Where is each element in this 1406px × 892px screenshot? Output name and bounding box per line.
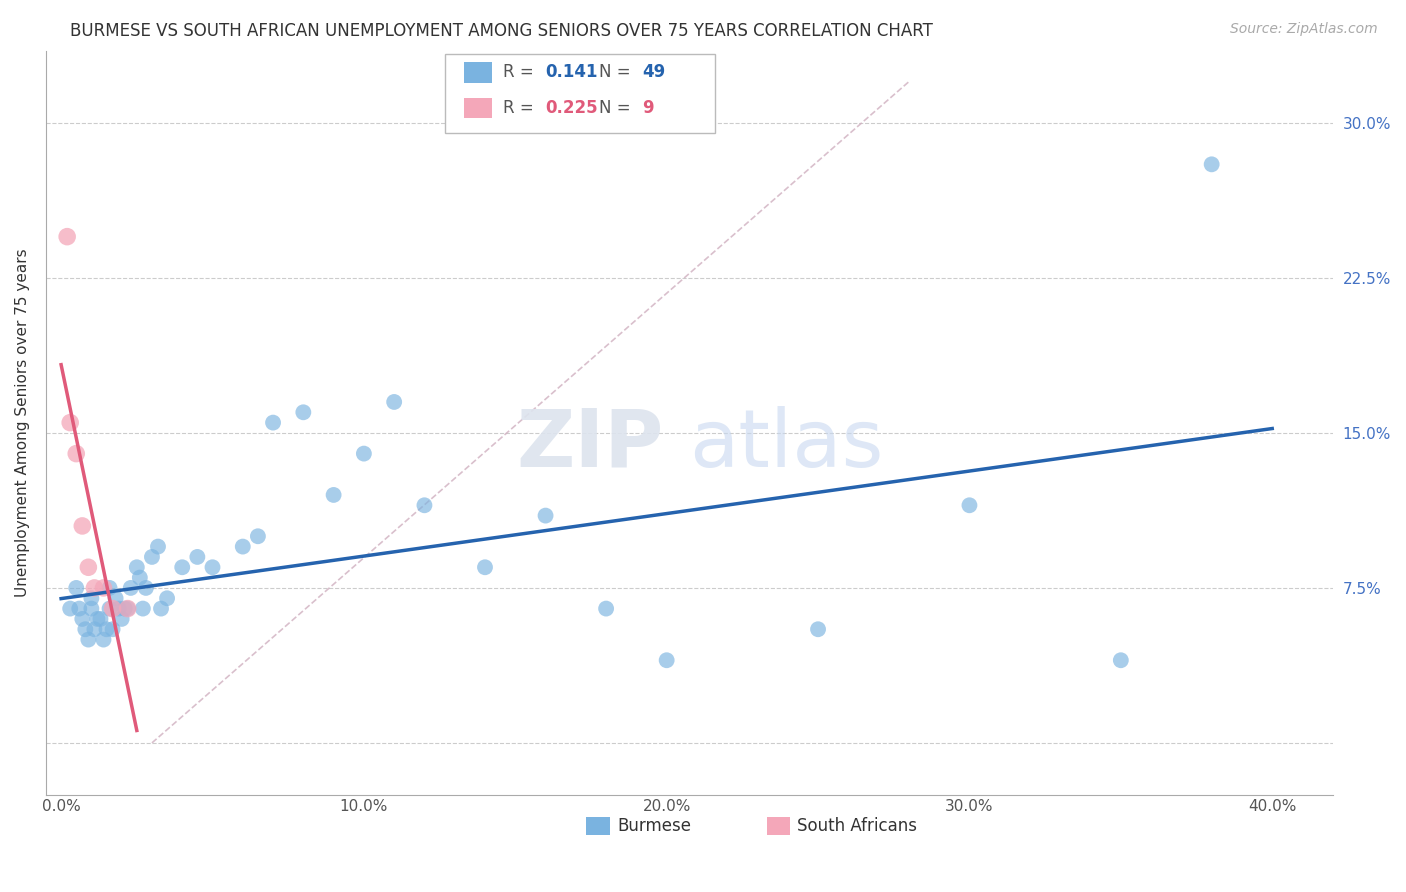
Point [132, 601, 155, 615]
Text: 0.141: 0.141 [546, 63, 598, 81]
Point [114, 601, 136, 615]
Text: ZIP: ZIP [516, 406, 664, 484]
Point [98, 581, 121, 595]
Point [98, 601, 121, 615]
Point [382, 395, 405, 409]
Point [125, 560, 148, 574]
Point [534, 508, 557, 523]
Text: N =: N = [599, 99, 631, 117]
Point [292, 405, 315, 419]
Point [80, 601, 103, 615]
Point [232, 540, 254, 554]
Point [83, 581, 105, 595]
Text: atlas: atlas [689, 406, 884, 484]
Point [959, 498, 981, 512]
Point [655, 653, 678, 667]
Text: R =: R = [503, 63, 538, 81]
Point [172, 560, 194, 574]
Text: 9: 9 [641, 99, 654, 117]
Point [595, 601, 617, 615]
Point [117, 601, 139, 615]
Point [65, 447, 87, 461]
Point [59, 416, 82, 430]
Point [65, 581, 87, 595]
Point [89, 612, 111, 626]
Point [186, 549, 208, 564]
Point [107, 601, 129, 615]
Point [413, 498, 436, 512]
Text: BURMESE VS SOUTH AFRICAN UNEMPLOYMENT AMONG SENIORS OVER 75 YEARS CORRELATION CH: BURMESE VS SOUTH AFRICAN UNEMPLOYMENT AM… [70, 22, 934, 40]
Point [93, 581, 115, 595]
Text: N =: N = [599, 63, 631, 81]
Point [93, 632, 115, 647]
Point [262, 416, 284, 430]
Point [150, 601, 173, 615]
Point [77, 560, 100, 574]
Point [246, 529, 269, 543]
Point [77, 632, 100, 647]
Point [146, 540, 169, 554]
Bar [464, 97, 492, 119]
Point [67, 601, 90, 615]
FancyBboxPatch shape [444, 54, 716, 133]
Text: 0.225: 0.225 [546, 99, 598, 117]
Bar [766, 817, 790, 836]
Y-axis label: Unemployment Among Seniors over 75 years: Unemployment Among Seniors over 75 years [15, 248, 30, 597]
Point [96, 622, 118, 636]
Point [86, 612, 108, 626]
Point [101, 622, 124, 636]
Bar [464, 62, 492, 83]
Text: South Africans: South Africans [797, 817, 918, 835]
Point [120, 581, 142, 595]
Text: R =: R = [503, 99, 538, 117]
Point [141, 549, 163, 564]
Text: Source: ZipAtlas.com: Source: ZipAtlas.com [1230, 22, 1378, 37]
Point [322, 488, 344, 502]
Point [1109, 653, 1132, 667]
Bar [586, 817, 610, 836]
Point [807, 622, 830, 636]
Point [72, 519, 94, 533]
Text: 49: 49 [641, 63, 665, 81]
Point [111, 612, 134, 626]
Point [135, 581, 157, 595]
Point [128, 571, 150, 585]
Text: Burmese: Burmese [617, 817, 692, 835]
Point [474, 560, 496, 574]
Point [1201, 157, 1223, 171]
Point [83, 622, 105, 636]
Point [104, 591, 127, 606]
Point [72, 612, 94, 626]
Point [80, 591, 103, 606]
Point [117, 601, 139, 615]
Point [201, 560, 224, 574]
Point [59, 601, 82, 615]
Point [156, 591, 179, 606]
Point [75, 622, 97, 636]
Point [56, 229, 79, 244]
Point [101, 601, 124, 615]
Point [353, 447, 375, 461]
